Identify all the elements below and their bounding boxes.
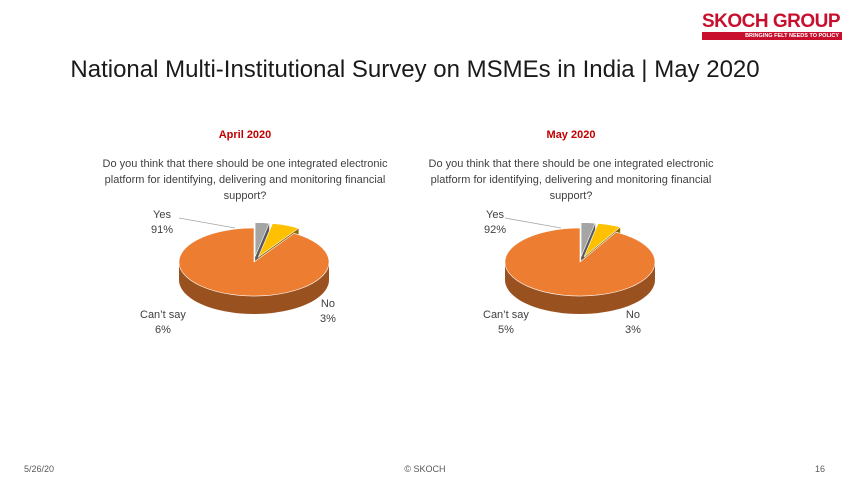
skoch-logo: SKOCH GROUP BRINGING FELT NEEDS TO POLIC… <box>702 12 842 40</box>
footer-copyright: © SKOCH <box>404 464 446 474</box>
value-label-yes: 91% <box>151 224 174 236</box>
pie-plot <box>178 217 330 314</box>
leader-line-yes <box>504 217 562 229</box>
value-label-cant-say: 5% <box>497 324 514 336</box>
logo-tagline: BRINGING FELT NEEDS TO POLICY <box>702 32 842 40</box>
value-label-no: 3% <box>625 324 641 336</box>
slide-title: National Multi-Institutional Survey on M… <box>70 56 760 83</box>
data-label-no: No 3% <box>320 297 336 327</box>
pie-plot <box>504 217 656 314</box>
category-label-cant-say: Can’t say <box>483 309 529 321</box>
value-label-yes: 92% <box>484 224 507 236</box>
pie-chart-may: May 2020 Do you think that there should … <box>421 126 721 356</box>
pie-chart-april: April 2020 Do you think that there shoul… <box>95 126 395 356</box>
pie-slice-cant-say <box>583 223 621 258</box>
value-label-cant-say: 6% <box>154 324 171 336</box>
data-label-yes: Yes 92% <box>484 208 506 238</box>
data-label-yes: Yes 91% <box>151 208 173 238</box>
chart-title: April 2020 <box>218 129 272 141</box>
footer-date: 5/26/20 <box>24 464 55 474</box>
data-label-cant-say: Can’t say 6% <box>140 308 186 338</box>
data-label-cant-say: Can’t say 5% <box>483 308 529 338</box>
value-label-no: 3% <box>320 313 336 325</box>
category-label-no: No <box>320 298 335 310</box>
pie-slice-cant-say <box>257 223 300 258</box>
pie-side-yes <box>179 262 329 314</box>
pie-slice-yes <box>178 227 330 297</box>
chart-question: Do you think that there should be one in… <box>102 158 388 202</box>
leader-line-yes <box>178 217 236 229</box>
chart-title: May 2020 <box>546 129 596 141</box>
pie-side-yes <box>505 262 655 314</box>
category-label-no: No <box>625 309 640 321</box>
category-label-yes: Yes <box>486 209 504 221</box>
category-label-cant-say: Can’t say <box>140 309 186 321</box>
data-label-no: No 3% <box>625 308 641 338</box>
page-number: 16 <box>815 464 826 474</box>
chart-question: Do you think that there should be one in… <box>428 158 714 202</box>
logo-brand: SKOCH GROUP <box>702 11 841 32</box>
category-label-yes: Yes <box>153 209 171 221</box>
pie-slice-no <box>580 222 596 257</box>
pie-slice-no <box>254 222 270 257</box>
pie-slice-yes <box>504 227 656 297</box>
